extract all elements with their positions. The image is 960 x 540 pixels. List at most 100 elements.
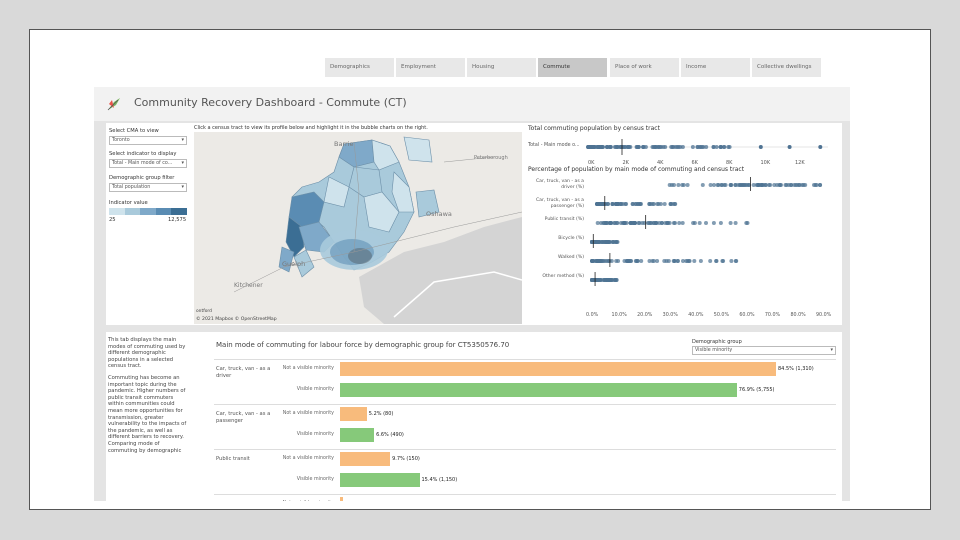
total-bubble — [758, 145, 763, 149]
pct-bubble — [718, 221, 723, 225]
map-attribution: © 2021 Mapbox © OpenStreetMap — [196, 317, 277, 322]
pct-row-label: Car, truck, van - as a driver (%) — [535, 179, 584, 190]
map-canvas[interactable] — [194, 132, 522, 324]
tab-collective-dwellings[interactable]: Collective dwellings — [752, 58, 821, 77]
indicator-select[interactable]: Total - Main mode of co... ▾ — [109, 159, 187, 168]
cma-select[interactable]: Toronto ▾ — [109, 136, 187, 145]
pct-bubble — [595, 240, 600, 244]
bar-value-label: 84.5% (1,310) — [778, 366, 814, 372]
total-bubble — [818, 145, 823, 149]
pct-bubble — [772, 183, 777, 187]
commute-bar[interactable] — [340, 497, 344, 501]
group-filter-value: Total population — [112, 185, 151, 190]
pct-bubble — [637, 221, 642, 225]
tab-employment[interactable]: Employment — [396, 58, 465, 77]
pct-bubble — [786, 183, 791, 187]
total-bubble — [650, 145, 655, 149]
commute-bar[interactable] — [340, 452, 391, 466]
pct-bubble — [708, 259, 713, 263]
pct-chart-title: Percentage of population by main mode of… — [528, 166, 745, 173]
pct-bubble — [595, 221, 600, 225]
tab-demographics[interactable]: Demographics — [325, 58, 394, 77]
pct-bubble — [692, 259, 697, 263]
description-paragraph-2: Commuting has become an important topic … — [108, 374, 187, 454]
pct-bubble — [655, 202, 660, 206]
pct-tick-label: 50.0% — [714, 312, 730, 318]
lake-ontario-shape — [359, 217, 522, 324]
total-tick-label: 4K — [657, 160, 664, 166]
indicator-select-value: Total - Main mode of co... — [112, 161, 173, 166]
pct-bubble-chart[interactable]: 0.0% 10.0% 20.0% 30.0% 40.0% 50.0% 60.0% 70.0% 8… — [586, 175, 842, 321]
total-bubble — [690, 145, 695, 149]
pct-bubble — [685, 183, 690, 187]
pct-bubble — [628, 259, 633, 263]
upper-panel: Select CMA to view Toronto ▾ Select indic… — [106, 123, 842, 325]
pct-bubble — [715, 183, 720, 187]
total-bubble — [654, 145, 659, 149]
census-tract-map[interactable]: Barrie Peterborough Oshawa Guelph Kitche… — [194, 132, 522, 324]
total-chart-title: Total commuting population by census tra… — [528, 125, 660, 132]
pct-bubble — [611, 240, 616, 244]
pct-bubble — [673, 221, 677, 225]
dashboard: Demographics Employment Housing Commute … — [94, 47, 850, 501]
pct-bubble — [640, 221, 645, 225]
map-instruction: Click a census tract to view its profile… — [194, 125, 428, 131]
tab-commute[interactable]: Commute — [538, 58, 607, 77]
pct-bubble — [647, 259, 652, 263]
commute-bar[interactable] — [340, 407, 367, 421]
pct-bubble — [793, 183, 798, 187]
pct-bubble — [655, 259, 660, 263]
commute-bar[interactable] — [340, 473, 420, 487]
tab-place-of-work[interactable]: Place of work — [610, 58, 679, 77]
commute-bar[interactable] — [340, 428, 375, 442]
pct-bubble — [797, 183, 801, 187]
pct-bubble — [622, 221, 627, 225]
chevron-down-icon: ▾ — [181, 160, 184, 166]
indicator-label: Select indicator to display — [109, 151, 177, 157]
pct-bubble — [711, 221, 716, 225]
total-bubble — [608, 145, 613, 149]
group-filter-select[interactable]: Total population ▾ — [109, 183, 187, 192]
pct-bubble — [639, 259, 644, 263]
bar-value-label: 76.9% (5,755) — [738, 387, 775, 393]
pct-bubble — [720, 183, 724, 187]
category-label: Public transit — [216, 456, 250, 462]
pct-bubble — [803, 183, 808, 187]
map-label-barrie: Barrie — [334, 140, 354, 148]
tab-housing[interactable]: Housing — [467, 58, 536, 77]
bar-value-label: 15.4% (1,150) — [421, 477, 458, 483]
total-bubble — [612, 145, 617, 149]
bar-value-label: 9.7% (150) — [392, 456, 420, 462]
description-paragraph-1: This tab displays the main modes of comm… — [108, 337, 186, 370]
pct-tick-label: 70.0% — [765, 312, 781, 318]
group-label: Not a visible minority — [282, 456, 334, 461]
total-bubble — [701, 145, 706, 149]
commute-bar[interactable] — [340, 383, 737, 397]
pct-bubble — [638, 202, 643, 206]
total-bubble — [635, 145, 640, 149]
pct-tick-label: 0.0% — [586, 312, 599, 318]
group-label: Visible minority — [296, 432, 334, 437]
tab-income[interactable]: Income — [681, 58, 750, 77]
demographic-group-select[interactable]: Visible minority ▾ — [692, 346, 836, 355]
pct-bubble — [607, 240, 612, 244]
pct-bubble — [712, 183, 716, 187]
bar-value-label: 6.6% (490) — [376, 432, 404, 438]
pct-bubble — [599, 259, 604, 263]
pct-bubble — [742, 183, 747, 187]
pct-bubble — [698, 259, 703, 263]
pct-bubble — [611, 278, 616, 282]
chevron-down-icon: ▾ — [830, 347, 833, 353]
census-tracts-shape — [278, 136, 440, 278]
pct-bubble — [681, 259, 685, 263]
commute-bar[interactable] — [340, 362, 776, 376]
pct-bubble — [720, 259, 725, 263]
pct-bubble — [733, 221, 738, 225]
total-bubble-chart[interactable]: 0K 2K 4K 6K 8K 10K 12K — [586, 137, 836, 167]
pct-bubble — [598, 202, 603, 206]
pct-bubble — [778, 183, 783, 187]
total-bubble — [727, 145, 732, 149]
pct-bubble — [603, 221, 608, 225]
chevron-down-icon: ▾ — [181, 184, 184, 190]
pct-bubble — [755, 183, 760, 187]
